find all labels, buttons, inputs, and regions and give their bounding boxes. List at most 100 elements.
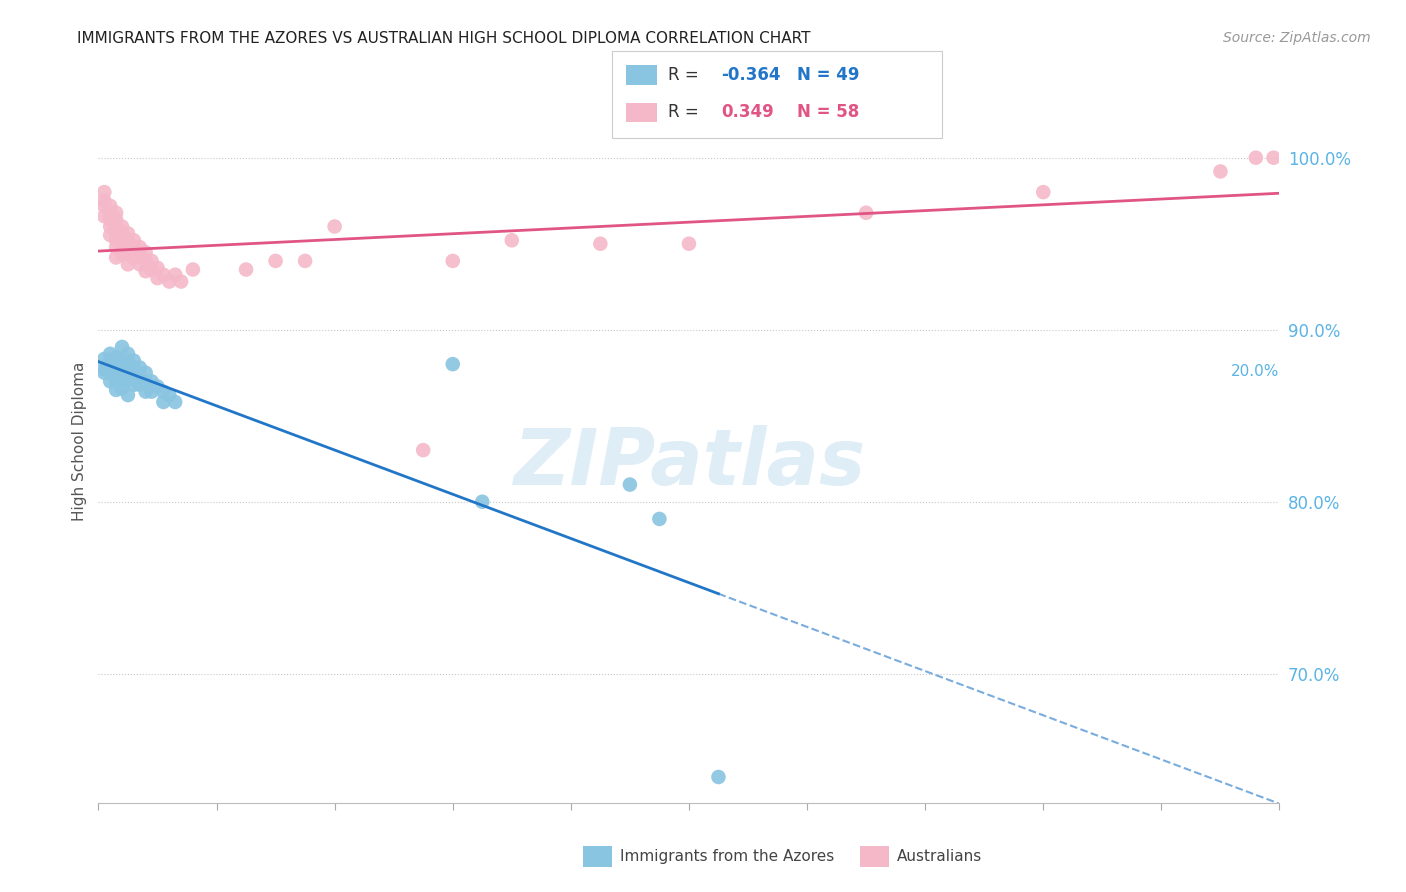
Point — [111, 227, 134, 241]
Point — [501, 233, 523, 247]
Point — [105, 227, 128, 241]
Point — [1209, 164, 1232, 178]
Point — [105, 240, 128, 254]
Point — [98, 366, 121, 380]
Point — [135, 374, 157, 388]
Point — [323, 219, 346, 234]
Point — [122, 377, 145, 392]
Point — [105, 233, 128, 247]
Point — [93, 209, 115, 223]
Point — [98, 347, 121, 361]
Point — [648, 512, 671, 526]
Point — [98, 219, 121, 234]
Point — [117, 373, 139, 387]
Text: 20.0%: 20.0% — [1232, 364, 1279, 379]
Point — [170, 275, 193, 289]
Point — [111, 340, 134, 354]
Point — [122, 362, 145, 376]
Point — [1032, 185, 1054, 199]
Point — [294, 253, 316, 268]
Point — [105, 212, 128, 227]
Point — [93, 185, 115, 199]
Text: R =: R = — [668, 66, 704, 84]
Point — [122, 251, 145, 265]
Point — [141, 262, 163, 277]
Point — [105, 374, 128, 388]
Point — [412, 443, 434, 458]
Point — [111, 219, 134, 234]
Point — [111, 364, 134, 378]
Point — [264, 253, 287, 268]
Point — [117, 347, 139, 361]
Point — [128, 377, 150, 392]
Text: Immigrants from the Azores: Immigrants from the Azores — [620, 849, 834, 863]
Point — [98, 199, 121, 213]
Point — [141, 374, 163, 388]
Point — [122, 369, 145, 384]
Point — [93, 199, 115, 213]
Text: N = 58: N = 58 — [797, 103, 859, 121]
Point — [98, 353, 121, 368]
Text: ZIPatlas: ZIPatlas — [513, 425, 865, 501]
Point — [135, 384, 157, 399]
Point — [93, 194, 115, 208]
Point — [117, 257, 139, 271]
Point — [105, 205, 128, 219]
Point — [146, 260, 169, 275]
Point — [135, 253, 157, 268]
Point — [471, 494, 494, 508]
Point — [98, 360, 121, 375]
Point — [122, 240, 145, 254]
Point — [152, 384, 174, 399]
Point — [122, 233, 145, 247]
Point — [117, 247, 139, 261]
Point — [105, 350, 128, 364]
Text: 0.0%: 0.0% — [98, 364, 138, 379]
Point — [117, 353, 139, 368]
Point — [105, 383, 128, 397]
Point — [1244, 151, 1267, 165]
Point — [441, 357, 464, 371]
Point — [135, 264, 157, 278]
Text: 0.349: 0.349 — [721, 103, 775, 121]
Point — [105, 362, 128, 376]
Point — [619, 477, 641, 491]
Point — [128, 240, 150, 254]
Point — [117, 233, 139, 247]
Point — [441, 253, 464, 268]
Point — [589, 236, 612, 251]
Text: Source: ZipAtlas.com: Source: ZipAtlas.com — [1223, 31, 1371, 45]
Point — [135, 366, 157, 380]
Text: -0.364: -0.364 — [721, 66, 780, 84]
Point — [141, 384, 163, 399]
Point — [93, 360, 115, 375]
Text: N = 49: N = 49 — [797, 66, 859, 84]
Point — [105, 251, 128, 265]
Point — [98, 228, 121, 243]
Point — [117, 227, 139, 241]
Point — [98, 374, 121, 388]
Point — [165, 395, 187, 409]
Point — [117, 388, 139, 402]
Point — [105, 219, 128, 234]
Point — [128, 247, 150, 261]
Point — [141, 253, 163, 268]
Point — [181, 262, 204, 277]
Point — [152, 395, 174, 409]
Point — [122, 353, 145, 368]
Text: IMMIGRANTS FROM THE AZORES VS AUSTRALIAN HIGH SCHOOL DIPLOMA CORRELATION CHART: IMMIGRANTS FROM THE AZORES VS AUSTRALIAN… — [77, 31, 811, 46]
Point — [111, 369, 134, 384]
Point — [128, 360, 150, 375]
Point — [93, 366, 115, 380]
Point — [128, 257, 150, 271]
Point — [128, 369, 150, 384]
Point — [93, 351, 115, 366]
Text: R =: R = — [668, 103, 709, 121]
Point — [105, 369, 128, 384]
Point — [117, 240, 139, 254]
Point — [135, 245, 157, 260]
Point — [235, 262, 257, 277]
Point — [855, 205, 877, 219]
Point — [1263, 151, 1285, 165]
Point — [117, 360, 139, 375]
